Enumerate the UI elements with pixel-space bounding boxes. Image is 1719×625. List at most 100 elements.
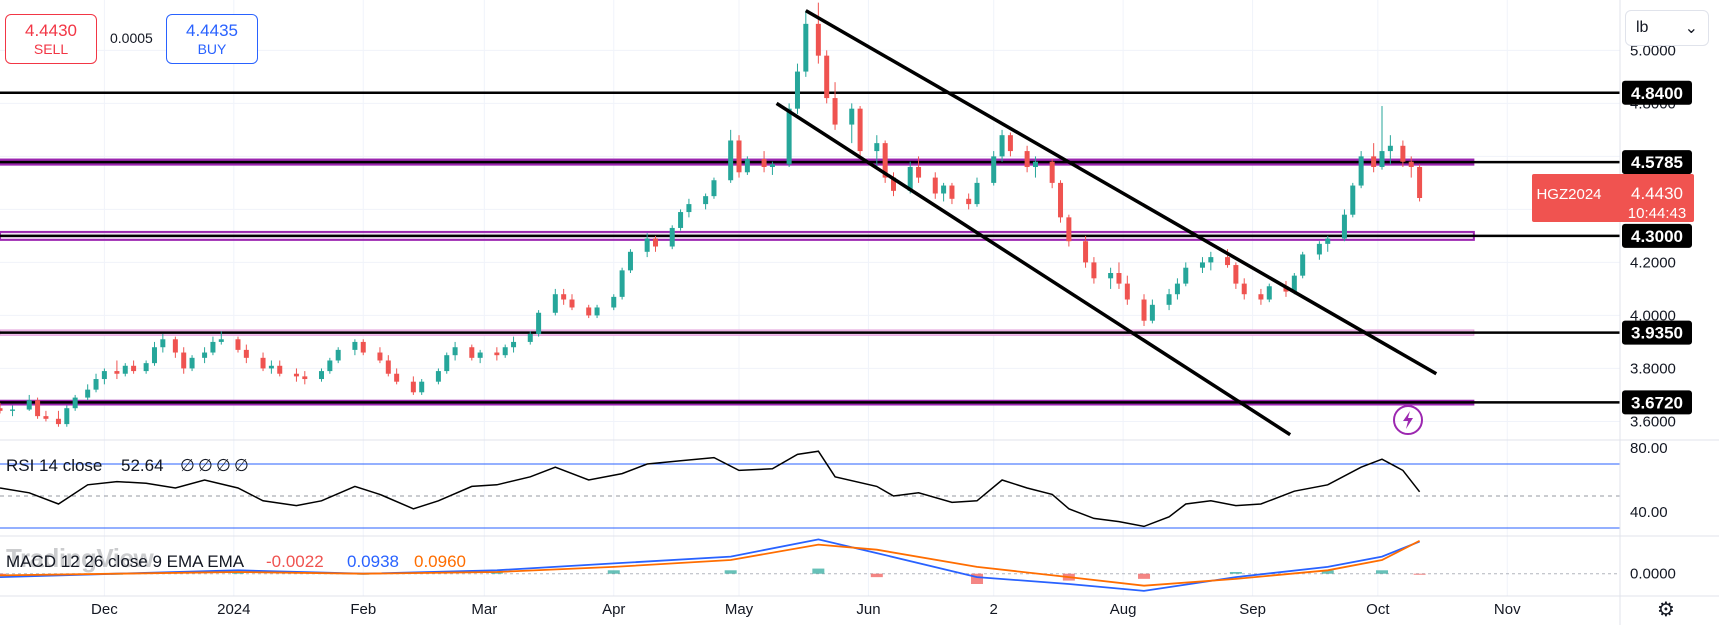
candle-body <box>966 198 972 205</box>
macd-value: -0.0022 <box>266 552 324 571</box>
candle-body <box>452 347 458 356</box>
candle-body <box>1049 161 1055 183</box>
candle-body <box>35 400 41 417</box>
rsi-tick-label: 80.00 <box>1630 440 1668 457</box>
y-tick-label: 4.2000 <box>1630 254 1676 271</box>
x-tick-label: Sep <box>1239 601 1266 618</box>
y-tick-label: 4.0000 <box>1630 307 1676 324</box>
legend-labels: 4.8400 4.5785 4.3000 3.9350 3.6720 HGZ2024 4.4… <box>6 80 1694 571</box>
candle-body <box>769 164 775 167</box>
macd-histogram-bar <box>1138 573 1151 579</box>
candle-body <box>210 341 216 353</box>
candle-body <box>536 312 542 334</box>
candle-body <box>1341 214 1347 239</box>
candle-body <box>1300 254 1306 276</box>
candle-body <box>1400 145 1406 162</box>
candle-body <box>832 98 838 125</box>
candle-body <box>728 140 734 181</box>
candle-body <box>1141 299 1147 321</box>
candle-body <box>561 294 567 300</box>
candle-body <box>569 299 575 308</box>
x-tick-label: Jun <box>856 601 880 618</box>
candle-body <box>619 270 625 297</box>
candle-body <box>302 376 308 380</box>
candle-body <box>114 371 120 374</box>
candle-body <box>824 55 830 99</box>
candle-body <box>335 349 341 361</box>
candle-body <box>991 156 997 183</box>
candle-body <box>268 365 274 369</box>
candle-body <box>1316 243 1322 255</box>
candle-body <box>1149 304 1155 321</box>
rsi-value: 52.64 <box>121 456 164 475</box>
buy-button[interactable]: 4.4435 BUY <box>166 14 258 64</box>
candle-body <box>744 159 750 173</box>
candle-body <box>293 373 299 377</box>
x-tick-label: 2 <box>990 601 998 618</box>
rsi-line <box>0 450 1421 528</box>
sell-price: 4.4430 <box>25 20 77 40</box>
candle-body <box>143 363 149 372</box>
tradingview-watermark: TradingView <box>6 543 154 573</box>
candle-body <box>26 400 32 410</box>
candle-body <box>0 408 3 411</box>
candle-body <box>243 349 249 358</box>
candle-body <box>736 140 742 173</box>
candle-body <box>1124 283 1130 300</box>
candle-body <box>1174 283 1180 295</box>
grid <box>0 0 1620 596</box>
price-level-label: 3.6720 <box>1631 393 1683 412</box>
candle-body <box>151 347 157 364</box>
candle-body <box>1183 267 1189 284</box>
candle-body <box>1032 161 1038 167</box>
candle-body <box>849 108 855 125</box>
buy-price: 4.4435 <box>186 20 238 40</box>
candle-body <box>502 347 508 356</box>
gear-icon[interactable]: ⚙ <box>1657 599 1675 621</box>
candle-body <box>874 143 880 152</box>
candle-body <box>999 135 1005 157</box>
candles <box>0 2 1423 427</box>
unit-select[interactable]: lb ⌄ <box>1625 10 1709 46</box>
candle-body <box>235 339 241 350</box>
price-level-badge <box>1622 150 1692 175</box>
candle-body <box>444 355 450 372</box>
price-level-lines <box>0 91 1620 404</box>
candle-body <box>318 371 324 380</box>
candle-body <box>1024 151 1030 167</box>
alert-button[interactable] <box>1393 405 1423 435</box>
lightning-icon <box>1403 411 1413 429</box>
candle-body <box>857 108 863 152</box>
trend-line <box>804 9 1438 376</box>
candle-body <box>93 379 99 390</box>
trend-lines <box>775 9 1438 437</box>
candle-body <box>260 357 266 369</box>
symbol-name: HGZ2024 <box>1536 186 1601 203</box>
candle-body <box>949 185 955 199</box>
candle-body <box>43 416 49 419</box>
candle-body <box>352 341 358 350</box>
candle-body <box>711 180 717 197</box>
candle-body <box>218 339 224 342</box>
price-level-label: 4.5785 <box>1631 153 1683 172</box>
candle-body <box>1417 166 1423 198</box>
countdown: 10:44:43 <box>1628 205 1686 222</box>
x-tick-label: Oct <box>1366 601 1390 618</box>
price-level-label: 4.3000 <box>1631 227 1683 246</box>
macd-histogram-bar <box>870 573 883 578</box>
candle-body <box>611 296 617 308</box>
candle-body <box>803 23 809 72</box>
candle-body <box>172 339 178 353</box>
x-tick-label: Mar <box>471 601 497 618</box>
candle-body <box>64 408 70 425</box>
price-level-label: 4.8400 <box>1631 84 1683 103</box>
candle-body <box>435 371 441 382</box>
x-tick-label: 2024 <box>217 601 250 618</box>
sell-button[interactable]: 4.4430 SELL <box>5 14 97 64</box>
macd-histogram-bar <box>1321 570 1334 574</box>
candle-body <box>277 365 283 374</box>
candle-body <box>761 159 767 167</box>
candle-body <box>815 23 821 56</box>
x-tick-label: Aug <box>1110 601 1137 618</box>
